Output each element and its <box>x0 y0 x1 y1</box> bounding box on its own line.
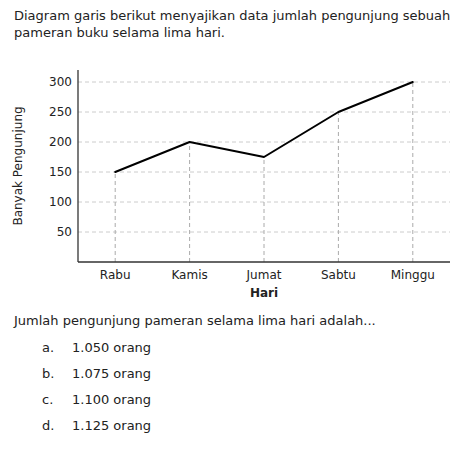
drop-line <box>264 157 265 262</box>
question: Jumlah pengunjung pameran selama lima ha… <box>13 313 376 328</box>
drop-line <box>189 142 190 262</box>
x-tick-label: Jumat <box>246 268 282 282</box>
option-text: 1.050 orang <box>72 340 151 355</box>
y-tick-label: 50 <box>57 225 72 239</box>
grid-line <box>78 82 450 83</box>
option-text: 1.125 orang <box>72 418 151 433</box>
data-line <box>115 82 413 172</box>
x-tick-label: Minggu <box>391 268 435 282</box>
x-tick-label: Kamis <box>171 268 207 282</box>
x-axis-label: Hari <box>250 286 278 300</box>
y-tick-label: 200 <box>49 135 72 149</box>
y-axis <box>77 70 78 262</box>
drop-line <box>115 172 116 262</box>
y-axis-label: Banyak Pengunjung <box>11 106 25 225</box>
y-tick-label: 100 <box>49 195 72 209</box>
option-letter: c. <box>42 392 53 407</box>
y-tick-label: 300 <box>49 75 72 89</box>
grid-line <box>78 142 450 143</box>
option-letter: a. <box>42 340 54 355</box>
grid-line <box>78 172 450 173</box>
y-tick-label: 150 <box>49 165 72 179</box>
x-tick-label: Rabu <box>100 268 131 282</box>
drop-line <box>338 112 339 262</box>
drop-line <box>412 82 413 262</box>
option-letter: b. <box>42 366 54 381</box>
x-axis <box>78 261 450 262</box>
option-text: 1.075 orang <box>72 366 151 381</box>
chart: Diagram garis berikut menyajikan data ju… <box>0 0 474 468</box>
title-line: Diagram garis berikut menyajikan data ju… <box>14 8 450 23</box>
option-letter: d. <box>42 418 54 433</box>
y-tick-label: 250 <box>49 105 72 119</box>
title: Diagram garis berikut menyajikan data ju… <box>14 8 450 40</box>
title-line: pameran buku selama lima hari. <box>14 25 225 40</box>
plot-area <box>115 82 413 262</box>
option-text: 1.100 orang <box>72 392 151 407</box>
x-tick-label: Sabtu <box>321 268 356 282</box>
grid-line <box>78 112 450 113</box>
